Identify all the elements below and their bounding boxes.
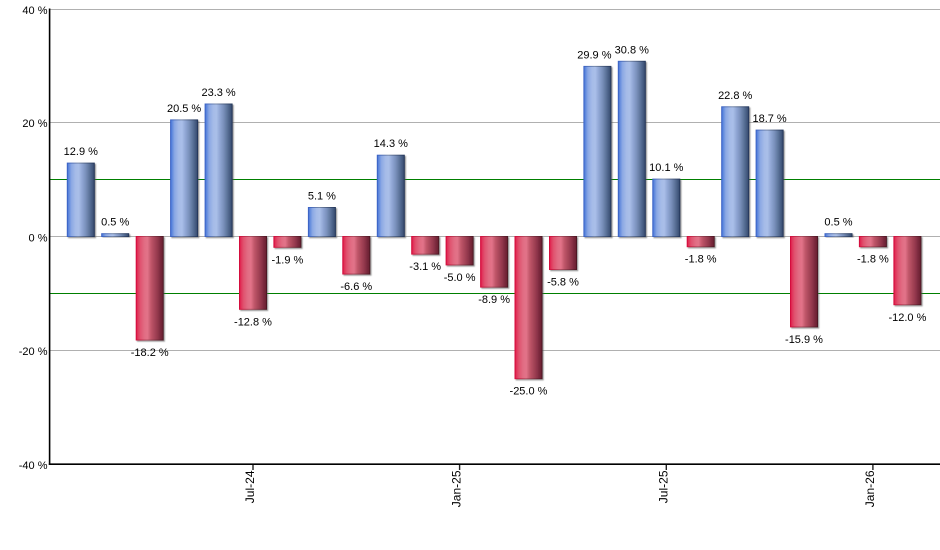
svg-text:-20 %: -20 % xyxy=(19,346,48,358)
svg-text:30.8 %: 30.8 % xyxy=(615,44,649,56)
svg-text:0 %: 0 % xyxy=(29,232,48,244)
svg-text:-5.0 %: -5.0 % xyxy=(444,272,476,284)
svg-text:-1.8 %: -1.8 % xyxy=(685,254,717,266)
svg-text:-15.9 %: -15.9 % xyxy=(785,334,823,346)
svg-text:12.9 %: 12.9 % xyxy=(64,146,98,158)
svg-text:-18.2 %: -18.2 % xyxy=(131,347,169,359)
svg-text:-40 %: -40 % xyxy=(19,460,48,472)
svg-text:-1.8 %: -1.8 % xyxy=(857,254,889,266)
svg-text:0.5 %: 0.5 % xyxy=(101,217,129,229)
svg-text:40 %: 40 % xyxy=(22,5,47,17)
svg-text:-6.6 %: -6.6 % xyxy=(340,281,372,293)
svg-text:14.3 %: 14.3 % xyxy=(374,138,408,150)
svg-text:Jan-26: Jan-26 xyxy=(863,470,877,507)
svg-text:-25.0 %: -25.0 % xyxy=(510,386,548,398)
svg-text:22.8 %: 22.8 % xyxy=(718,90,752,102)
svg-text:20.5 %: 20.5 % xyxy=(167,103,201,115)
svg-text:-5.8 %: -5.8 % xyxy=(547,277,579,289)
svg-text:23.3 %: 23.3 % xyxy=(201,87,235,99)
svg-text:-3.1 %: -3.1 % xyxy=(409,261,441,273)
svg-text:Jul-24: Jul-24 xyxy=(243,470,257,503)
svg-text:5.1 %: 5.1 % xyxy=(308,191,336,203)
svg-text:18.7 %: 18.7 % xyxy=(752,113,786,125)
svg-text:20 %: 20 % xyxy=(22,118,47,130)
svg-text:-1.9 %: -1.9 % xyxy=(272,254,304,266)
svg-text:Jan-25: Jan-25 xyxy=(450,470,464,507)
svg-text:-12.0 %: -12.0 % xyxy=(888,312,926,324)
svg-text:Jul-25: Jul-25 xyxy=(656,470,670,503)
svg-text:-8.9 %: -8.9 % xyxy=(478,294,510,306)
svg-text:0.5 %: 0.5 % xyxy=(824,217,852,229)
svg-text:29.9 %: 29.9 % xyxy=(577,49,611,61)
svg-text:-12.8 %: -12.8 % xyxy=(234,316,272,328)
svg-text:10.1 %: 10.1 % xyxy=(649,162,683,174)
